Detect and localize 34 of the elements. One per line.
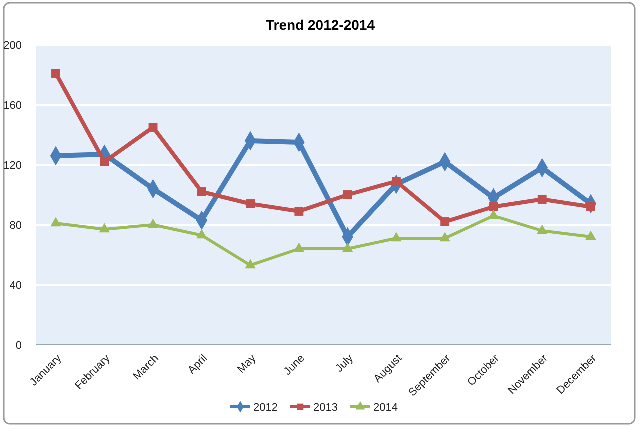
y-tick-label: 40 xyxy=(10,280,22,292)
point xyxy=(52,69,60,78)
point xyxy=(294,207,304,216)
point xyxy=(489,202,498,212)
y-tick-label: 200 xyxy=(4,40,22,52)
point xyxy=(50,217,62,227)
legend-label: 2013 xyxy=(314,402,338,414)
point xyxy=(100,158,110,166)
point xyxy=(245,259,256,269)
x-tick-label: May xyxy=(235,352,260,376)
point xyxy=(538,195,547,204)
y-tick-label: 80 xyxy=(10,220,22,232)
point xyxy=(391,232,402,242)
y-tick-label: 160 xyxy=(4,100,22,112)
legend-label: 2014 xyxy=(374,402,398,414)
point xyxy=(99,223,110,233)
point xyxy=(440,218,450,226)
point xyxy=(536,224,548,234)
point xyxy=(586,230,596,240)
point xyxy=(392,177,401,186)
point xyxy=(342,242,354,252)
point xyxy=(196,229,208,239)
chart-title: Trend 2012-2014 xyxy=(266,17,376,33)
legend-label: 2012 xyxy=(254,402,278,414)
point xyxy=(148,218,159,228)
point xyxy=(246,200,256,208)
point xyxy=(343,190,352,200)
point xyxy=(440,232,450,242)
x-tick-label: July xyxy=(334,352,356,375)
y-tick-label: 120 xyxy=(4,160,22,172)
y-tick-label: 0 xyxy=(16,340,22,352)
point xyxy=(148,123,158,132)
point xyxy=(197,188,206,196)
point xyxy=(294,242,305,252)
